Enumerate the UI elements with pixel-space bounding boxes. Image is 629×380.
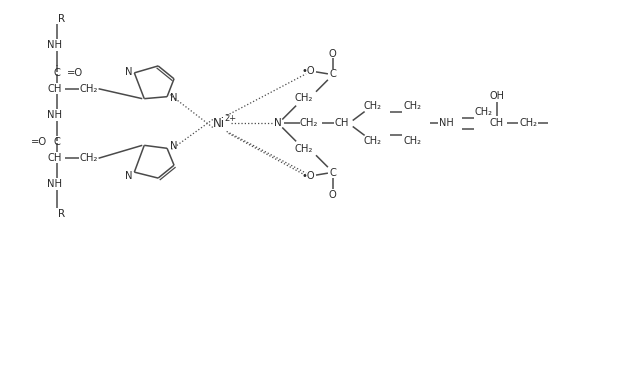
Text: R: R — [58, 209, 65, 219]
Text: OH: OH — [489, 91, 504, 101]
Text: Ni: Ni — [213, 117, 225, 130]
Text: NH: NH — [47, 179, 62, 189]
Text: CH₂: CH₂ — [79, 153, 98, 163]
Text: CH₂: CH₂ — [295, 93, 313, 103]
Text: CH: CH — [335, 119, 349, 128]
Text: CH: CH — [489, 119, 504, 128]
Text: CH: CH — [48, 84, 62, 94]
Text: O: O — [329, 49, 337, 59]
Text: CH₂: CH₂ — [475, 106, 493, 117]
Text: C: C — [53, 137, 60, 147]
Text: CH₂: CH₂ — [300, 119, 318, 128]
Text: C: C — [53, 68, 60, 78]
Text: N: N — [125, 171, 132, 181]
Text: N: N — [170, 141, 178, 151]
Text: O: O — [329, 190, 337, 200]
Text: C: C — [330, 168, 337, 178]
Text: CH₂: CH₂ — [79, 84, 98, 94]
Text: NH: NH — [438, 119, 454, 128]
Text: 2+: 2+ — [225, 114, 237, 123]
Text: CH₂: CH₂ — [520, 119, 537, 128]
Text: N: N — [274, 119, 282, 128]
Text: N: N — [170, 93, 178, 103]
Text: CH₂: CH₂ — [403, 136, 421, 146]
Text: N: N — [125, 67, 132, 77]
Text: •O: •O — [301, 66, 315, 76]
Text: C: C — [330, 69, 337, 79]
Text: CH₂: CH₂ — [364, 136, 382, 146]
Text: •O: •O — [301, 171, 315, 181]
Text: NH: NH — [47, 40, 62, 50]
Text: =O: =O — [31, 137, 47, 147]
Text: R: R — [58, 14, 65, 24]
Text: NH: NH — [47, 109, 62, 120]
Text: CH₂: CH₂ — [364, 101, 382, 111]
Text: =O: =O — [67, 68, 83, 78]
Text: CH₂: CH₂ — [295, 144, 313, 154]
Text: CH₂: CH₂ — [403, 101, 421, 111]
Text: CH: CH — [48, 153, 62, 163]
